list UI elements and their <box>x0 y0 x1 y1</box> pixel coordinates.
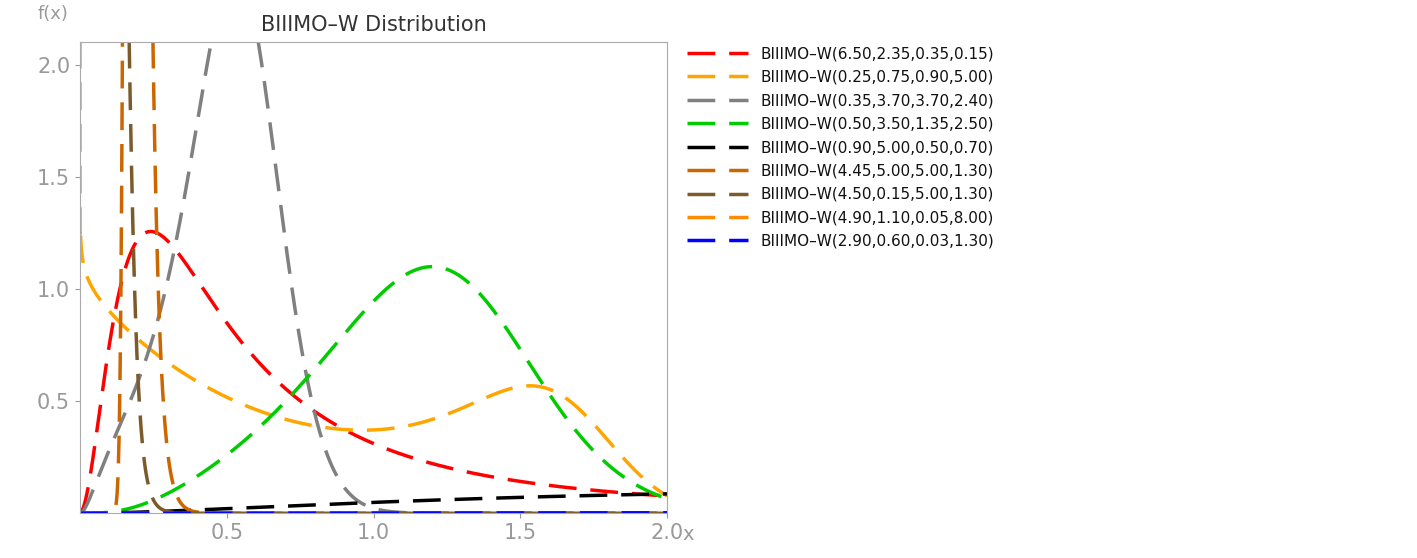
BIIIMO–W(2.90,0.60,0.03,1.30) <box>424 509 441 516</box>
BIIIMO–W(4.90,1.10,0.05,8.00) <box>510 510 527 517</box>
BIIIMO–W(4.90,1.10,0.05,8.00) <box>424 510 441 517</box>
BIIIMO–W(0.50,3.50,1.35,2.50) <box>424 263 441 270</box>
BIIIMO–W(0.90,5.00,0.50,0.70) <box>179 507 196 514</box>
BIIIMO–W(4.90,1.10,0.05,8.00) <box>71 510 88 517</box>
BIIIMO–W(6.50,2.35,0.35,0.15) <box>179 261 196 268</box>
BIIIMO–W(4.50,0.15,5.00,1.30) <box>554 510 571 517</box>
BIIIMO–W(4.45,5.00,5.00,1.30) <box>453 510 470 517</box>
BIIIMO–W(0.50,3.50,1.35,2.50) <box>296 378 313 384</box>
BIIIMO–W(4.50,0.15,5.00,1.30) <box>510 510 527 517</box>
BIIIMO–W(0.35,3.70,3.70,2.40) <box>179 182 196 189</box>
BIIIMO–W(4.45,5.00,5.00,1.30) <box>659 510 676 517</box>
BIIIMO–W(4.90,1.10,0.05,8.00) <box>179 510 196 517</box>
Line: BIIIMO–W(4.50,0.15,5.00,1.30): BIIIMO–W(4.50,0.15,5.00,1.30) <box>79 0 667 513</box>
BIIIMO–W(0.25,0.75,0.90,5.00) <box>554 393 571 400</box>
BIIIMO–W(6.50,2.35,0.35,0.15) <box>424 460 441 467</box>
BIIIMO–W(0.25,0.75,0.90,5.00) <box>296 421 313 427</box>
BIIIMO–W(0.50,3.50,1.35,2.50) <box>659 496 676 502</box>
BIIIMO–W(0.25,0.75,0.90,5.00) <box>453 405 470 412</box>
BIIIMO–W(6.50,2.35,0.35,0.15) <box>659 493 676 499</box>
Line: BIIIMO–W(0.35,3.70,3.70,2.40): BIIIMO–W(0.35,3.70,3.70,2.40) <box>79 0 667 513</box>
BIIIMO–W(0.90,5.00,0.50,0.70) <box>453 496 470 503</box>
BIIIMO–W(4.45,5.00,5.00,1.30) <box>296 510 313 517</box>
BIIIMO–W(2.90,0.60,0.03,1.30) <box>296 510 313 517</box>
BIIIMO–W(0.90,5.00,0.50,0.70) <box>659 490 676 497</box>
Line: BIIIMO–W(4.45,5.00,5.00,1.30): BIIIMO–W(4.45,5.00,5.00,1.30) <box>79 0 667 513</box>
BIIIMO–W(0.90,5.00,0.50,0.70) <box>424 497 441 503</box>
BIIIMO–W(6.50,2.35,0.35,0.15) <box>453 468 470 474</box>
BIIIMO–W(4.90,1.10,0.05,8.00) <box>659 510 676 517</box>
BIIIMO–W(4.90,1.10,0.05,8.00) <box>296 510 313 517</box>
Title: BIIIMO–W Distribution: BIIIMO–W Distribution <box>261 15 486 35</box>
BIIIMO–W(0.35,3.70,3.70,2.40) <box>554 510 571 517</box>
BIIIMO–W(0.50,3.50,1.35,2.50) <box>71 510 88 517</box>
BIIIMO–W(4.50,0.15,5.00,1.30) <box>453 510 470 517</box>
BIIIMO–W(0.90,5.00,0.50,0.70) <box>554 493 571 499</box>
Line: BIIIMO–W(0.25,0.75,0.90,5.00): BIIIMO–W(0.25,0.75,0.90,5.00) <box>79 0 667 496</box>
BIIIMO–W(2.90,0.60,0.03,1.30) <box>554 509 571 516</box>
BIIIMO–W(2.90,0.60,0.03,1.30) <box>659 509 676 516</box>
BIIIMO–W(4.45,5.00,5.00,1.30) <box>424 510 441 517</box>
BIIIMO–W(0.25,0.75,0.90,5.00) <box>424 416 441 423</box>
BIIIMO–W(0.90,5.00,0.50,0.70) <box>296 502 313 508</box>
BIIIMO–W(0.35,3.70,3.70,2.40) <box>659 510 676 517</box>
BIIIMO–W(0.25,0.75,0.90,5.00) <box>179 372 196 378</box>
BIIIMO–W(2.90,0.60,0.03,1.30) <box>179 510 196 517</box>
BIIIMO–W(0.50,3.50,1.35,2.50) <box>424 263 441 270</box>
BIIIMO–W(4.90,1.10,0.05,8.00) <box>453 510 470 517</box>
Y-axis label: f(x): f(x) <box>38 5 69 23</box>
Legend: BIIIMO–W(6.50,2.35,0.35,0.15), BIIIMO–W(0.25,0.75,0.90,5.00), BIIIMO–W(0.35,3.70: BIIIMO–W(6.50,2.35,0.35,0.15), BIIIMO–W(… <box>680 40 1000 255</box>
BIIIMO–W(0.35,3.70,3.70,2.40) <box>424 510 441 517</box>
BIIIMO–W(0.35,3.70,3.70,2.40) <box>296 362 313 368</box>
BIIIMO–W(4.45,5.00,5.00,1.30) <box>510 510 527 517</box>
X-axis label: x: x <box>682 525 694 544</box>
BIIIMO–W(0.50,3.50,1.35,2.50) <box>179 479 196 486</box>
BIIIMO–W(6.50,2.35,0.35,0.15) <box>554 484 571 490</box>
BIIIMO–W(0.35,3.70,3.70,2.40) <box>510 510 527 517</box>
BIIIMO–W(0.90,5.00,0.50,0.70) <box>71 510 88 517</box>
BIIIMO–W(6.50,2.35,0.35,0.15) <box>296 401 313 407</box>
BIIIMO–W(0.90,5.00,0.50,0.70) <box>510 494 527 501</box>
BIIIMO–W(6.50,2.35,0.35,0.15) <box>142 228 159 235</box>
BIIIMO–W(0.35,3.70,3.70,2.40) <box>71 510 88 517</box>
BIIIMO–W(0.50,3.50,1.35,2.50) <box>453 274 470 281</box>
BIIIMO–W(4.45,5.00,5.00,1.30) <box>71 510 88 517</box>
BIIIMO–W(4.50,0.15,5.00,1.30) <box>296 510 313 517</box>
BIIIMO–W(2.90,0.60,0.03,1.30) <box>453 509 470 516</box>
BIIIMO–W(0.35,3.70,3.70,2.40) <box>453 510 470 517</box>
BIIIMO–W(0.25,0.75,0.90,5.00) <box>659 493 676 499</box>
BIIIMO–W(4.50,0.15,5.00,1.30) <box>179 510 196 517</box>
Line: BIIIMO–W(0.90,5.00,0.50,0.70): BIIIMO–W(0.90,5.00,0.50,0.70) <box>79 494 667 513</box>
BIIIMO–W(0.50,3.50,1.35,2.50) <box>554 410 571 417</box>
BIIIMO–W(4.45,5.00,5.00,1.30) <box>554 510 571 517</box>
BIIIMO–W(2.90,0.60,0.03,1.30) <box>71 510 88 517</box>
BIIIMO–W(4.90,1.10,0.05,8.00) <box>554 510 571 517</box>
BIIIMO–W(6.50,2.35,0.35,0.15) <box>510 478 527 484</box>
BIIIMO–W(0.25,0.75,0.90,5.00) <box>510 383 527 390</box>
BIIIMO–W(4.45,5.00,5.00,1.30) <box>179 505 196 512</box>
BIIIMO–W(6.50,2.35,0.35,0.15) <box>71 510 88 517</box>
BIIIMO–W(0.50,3.50,1.35,2.50) <box>510 343 527 350</box>
BIIIMO–W(4.50,0.15,5.00,1.30) <box>424 510 441 517</box>
Line: BIIIMO–W(6.50,2.35,0.35,0.15): BIIIMO–W(6.50,2.35,0.35,0.15) <box>79 232 667 513</box>
Line: BIIIMO–W(0.50,3.50,1.35,2.50): BIIIMO–W(0.50,3.50,1.35,2.50) <box>79 267 667 513</box>
BIIIMO–W(4.50,0.15,5.00,1.30) <box>659 510 676 517</box>
BIIIMO–W(2.90,0.60,0.03,1.30) <box>510 509 527 516</box>
